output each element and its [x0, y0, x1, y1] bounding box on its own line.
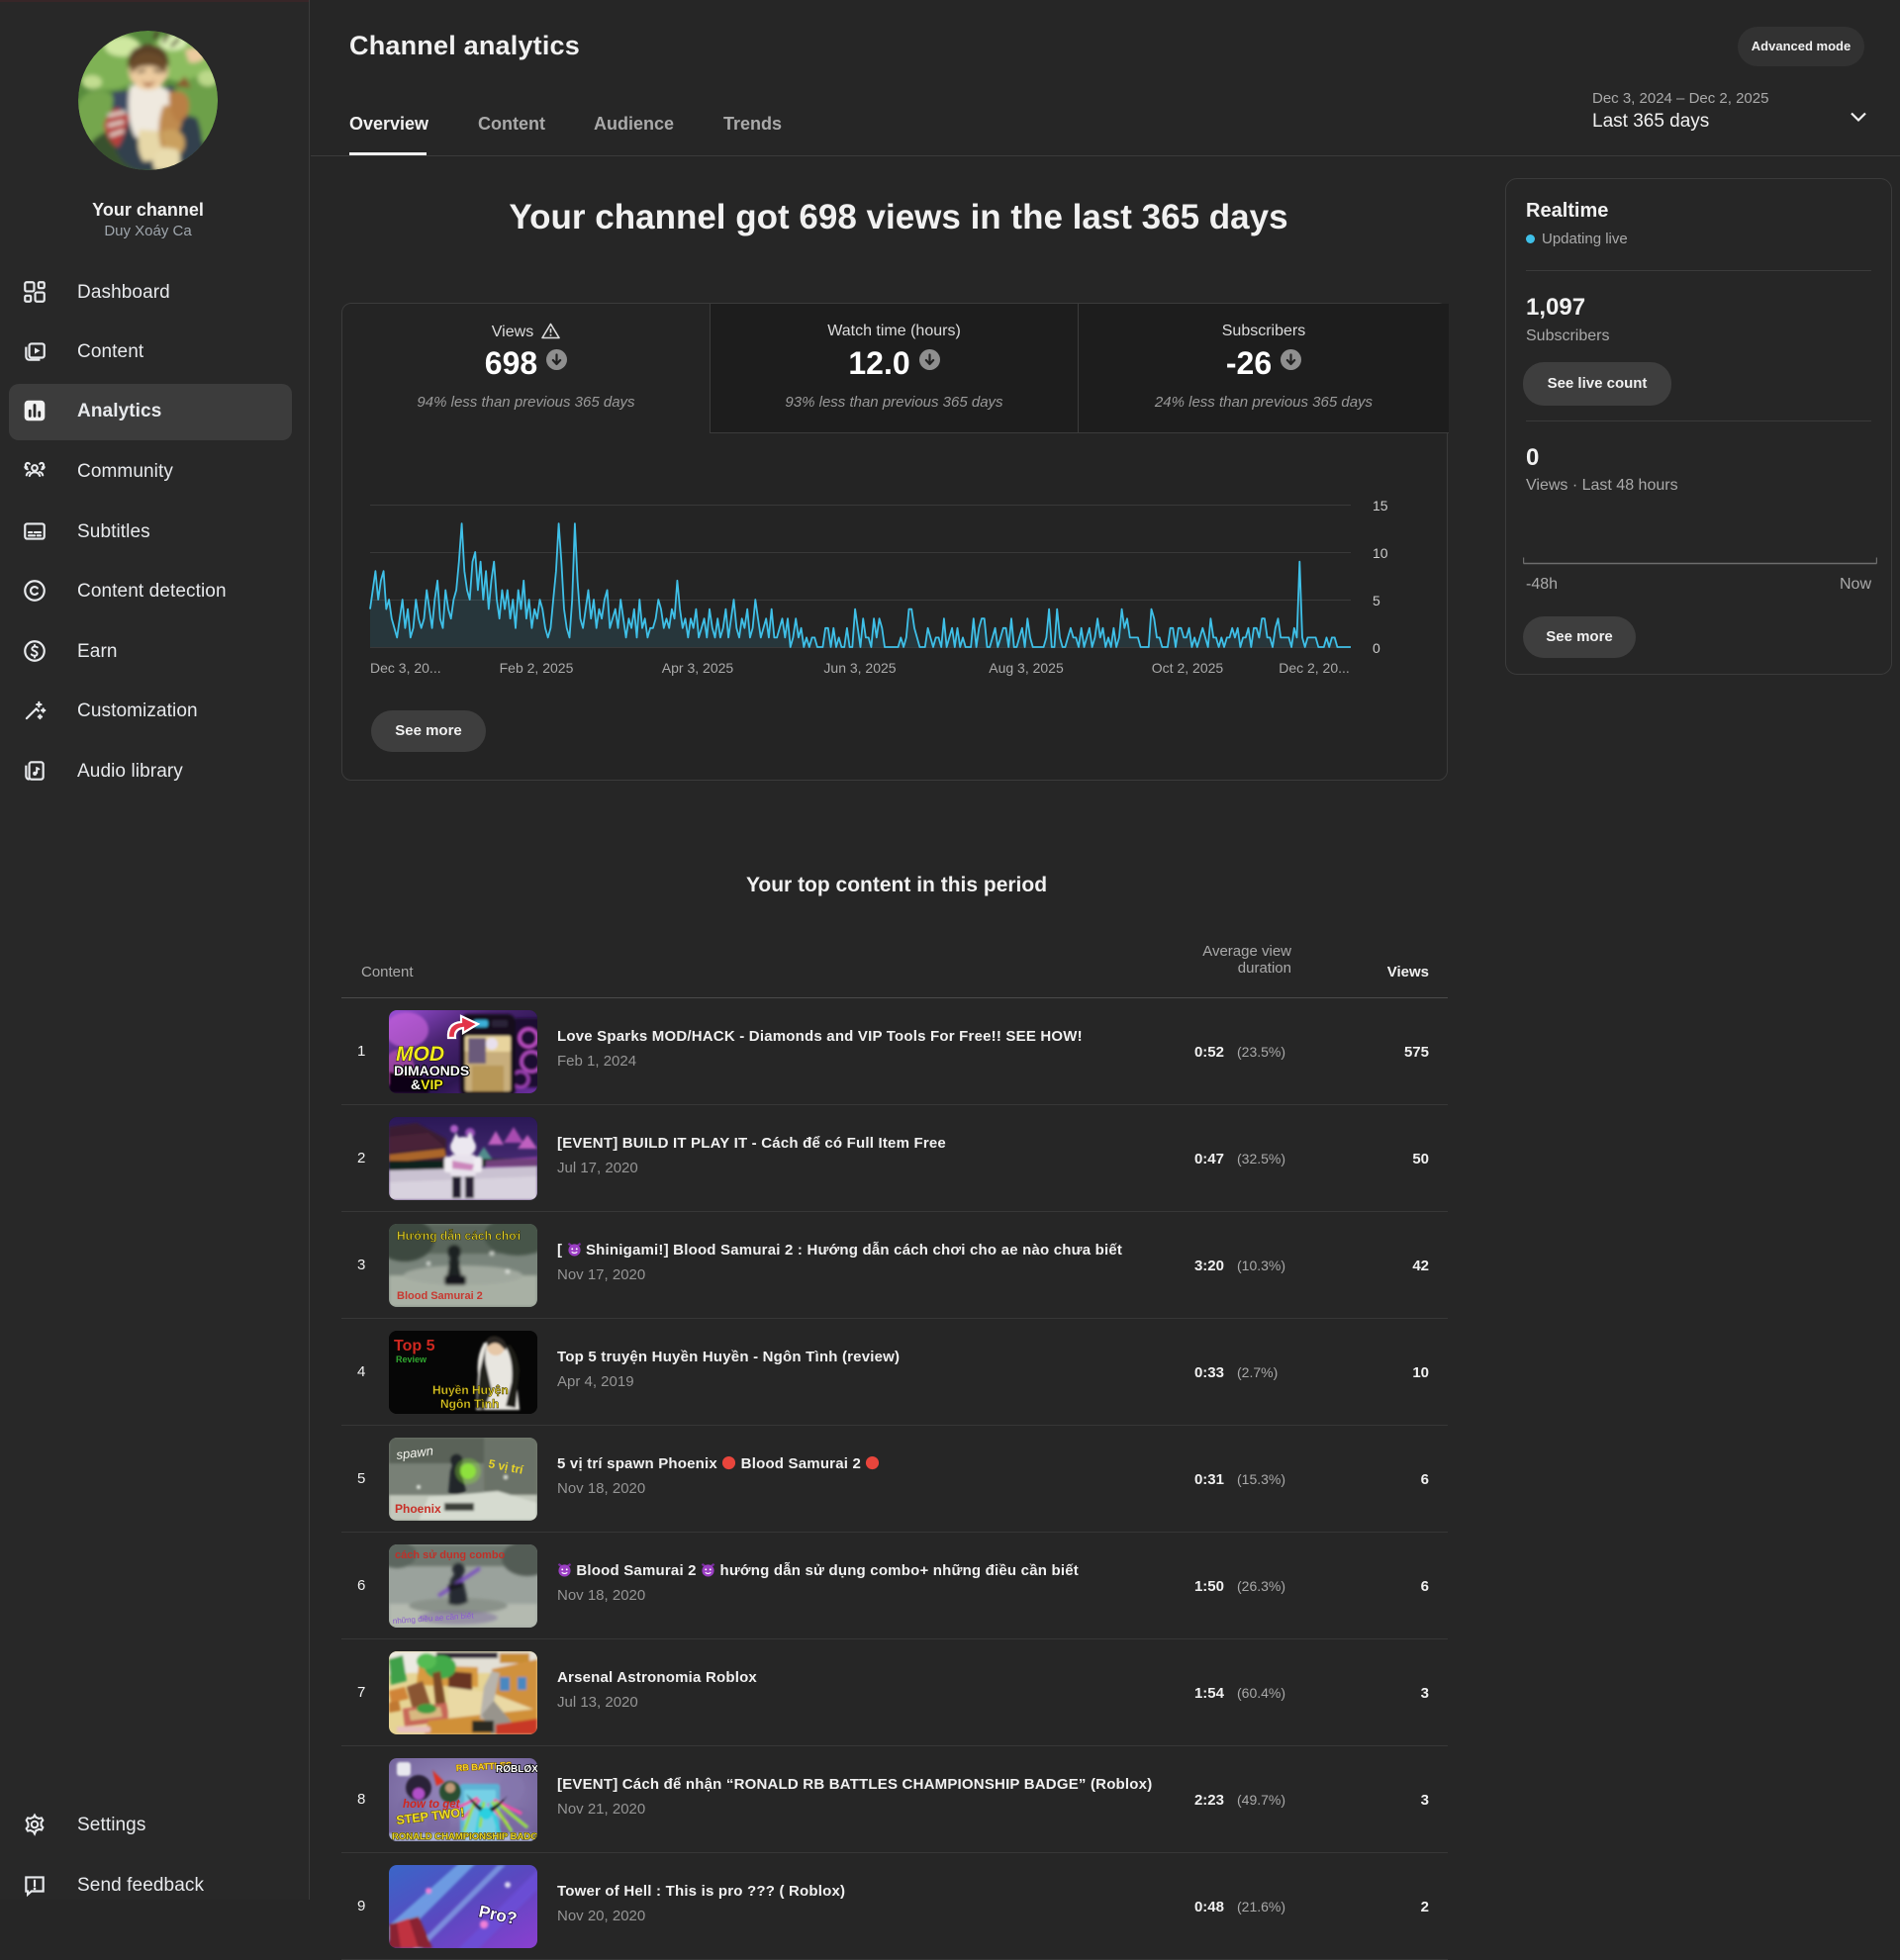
svg-text:how to get: how to get — [403, 1799, 461, 1811]
svg-text:cách sử dụng combo: cách sử dụng combo — [395, 1549, 506, 1561]
svg-text:Blood Samurai 2: Blood Samurai 2 — [397, 1290, 483, 1302]
svg-text:&VIP: &VIP — [411, 1076, 443, 1092]
svg-text:DIMAONDS: DIMAONDS — [394, 1063, 469, 1078]
svg-text:Huyền Huyện: Huyền Huyện — [432, 1383, 509, 1397]
svg-text:Review: Review — [396, 1354, 428, 1364]
svg-text:Ngôn Tình: Ngôn Tình — [440, 1397, 499, 1411]
svg-text:RONALD CHAMPIONSHIP BADG: RONALD CHAMPIONSHIP BADG — [392, 1831, 537, 1841]
svg-text:Top 5: Top 5 — [394, 1338, 435, 1354]
svg-text:spawn: spawn — [396, 1444, 434, 1462]
svg-text:Phoenix: Phoenix — [395, 1502, 441, 1516]
svg-text:RB BATTLES: RB BATTLES — [456, 1760, 513, 1773]
svg-text:MOD: MOD — [396, 1043, 444, 1066]
svg-text:RØBLØX: RØBLØX — [496, 1764, 537, 1775]
svg-text:5 vị trí: 5 vị trí — [487, 1456, 524, 1477]
svg-text:Hướng dẫn cách chơi: Hướng dẫn cách chơi — [397, 1228, 521, 1243]
